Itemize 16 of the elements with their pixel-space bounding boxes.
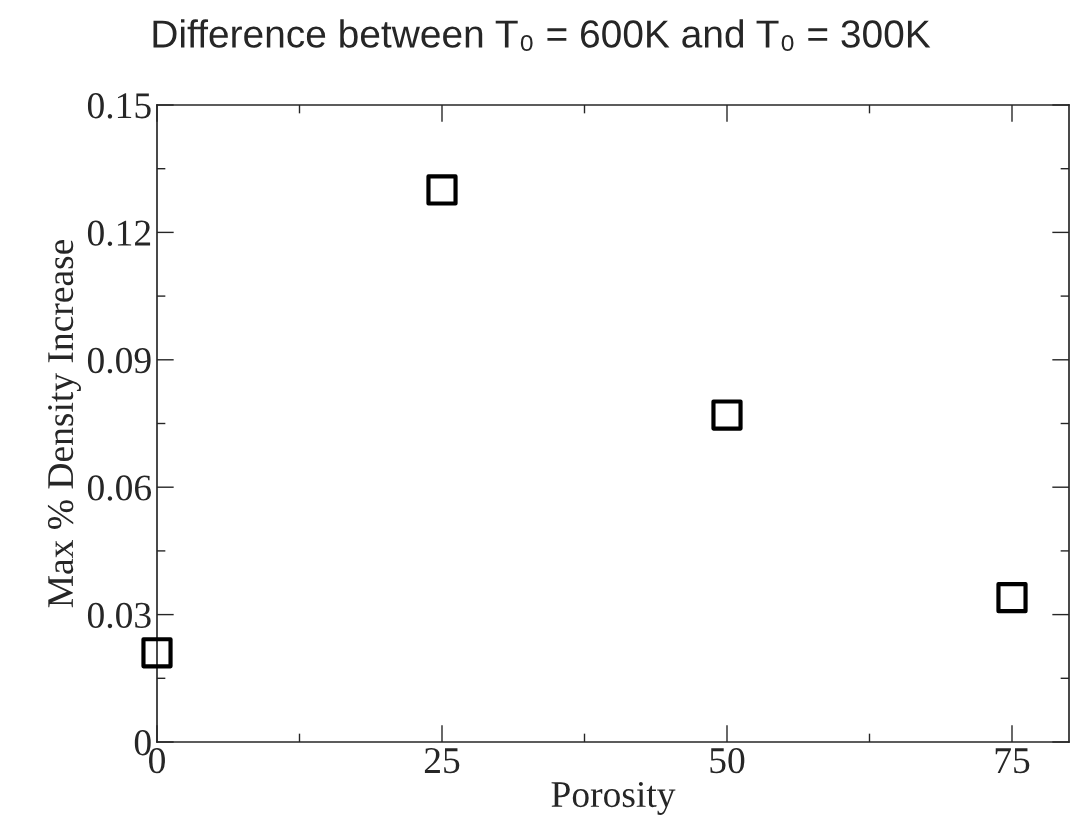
y-tick-label: 0: [134, 730, 151, 756]
y-tick-label: 0.12: [87, 220, 151, 246]
y-tick-label: 0.15: [87, 93, 151, 119]
point: [996, 581, 1028, 614]
y-axis-title: Max % Density Increase: [47, 239, 81, 608]
chart-title: Difference between T₀ = 600K and T₀ = 300K: [153, 19, 931, 51]
point: [141, 637, 173, 669]
x-tick-label: 50: [710, 747, 745, 774]
y-tick-label: 0.06: [87, 475, 152, 501]
y-tick-label: 0.03: [87, 602, 151, 629]
x-axis-title: Porosity: [551, 781, 676, 815]
point: [426, 174, 458, 206]
x-tick-label: 75: [995, 748, 1030, 774]
y-tick-label: 0.09: [87, 347, 151, 374]
point: [711, 399, 743, 431]
x-tick-label: 25: [424, 748, 460, 774]
